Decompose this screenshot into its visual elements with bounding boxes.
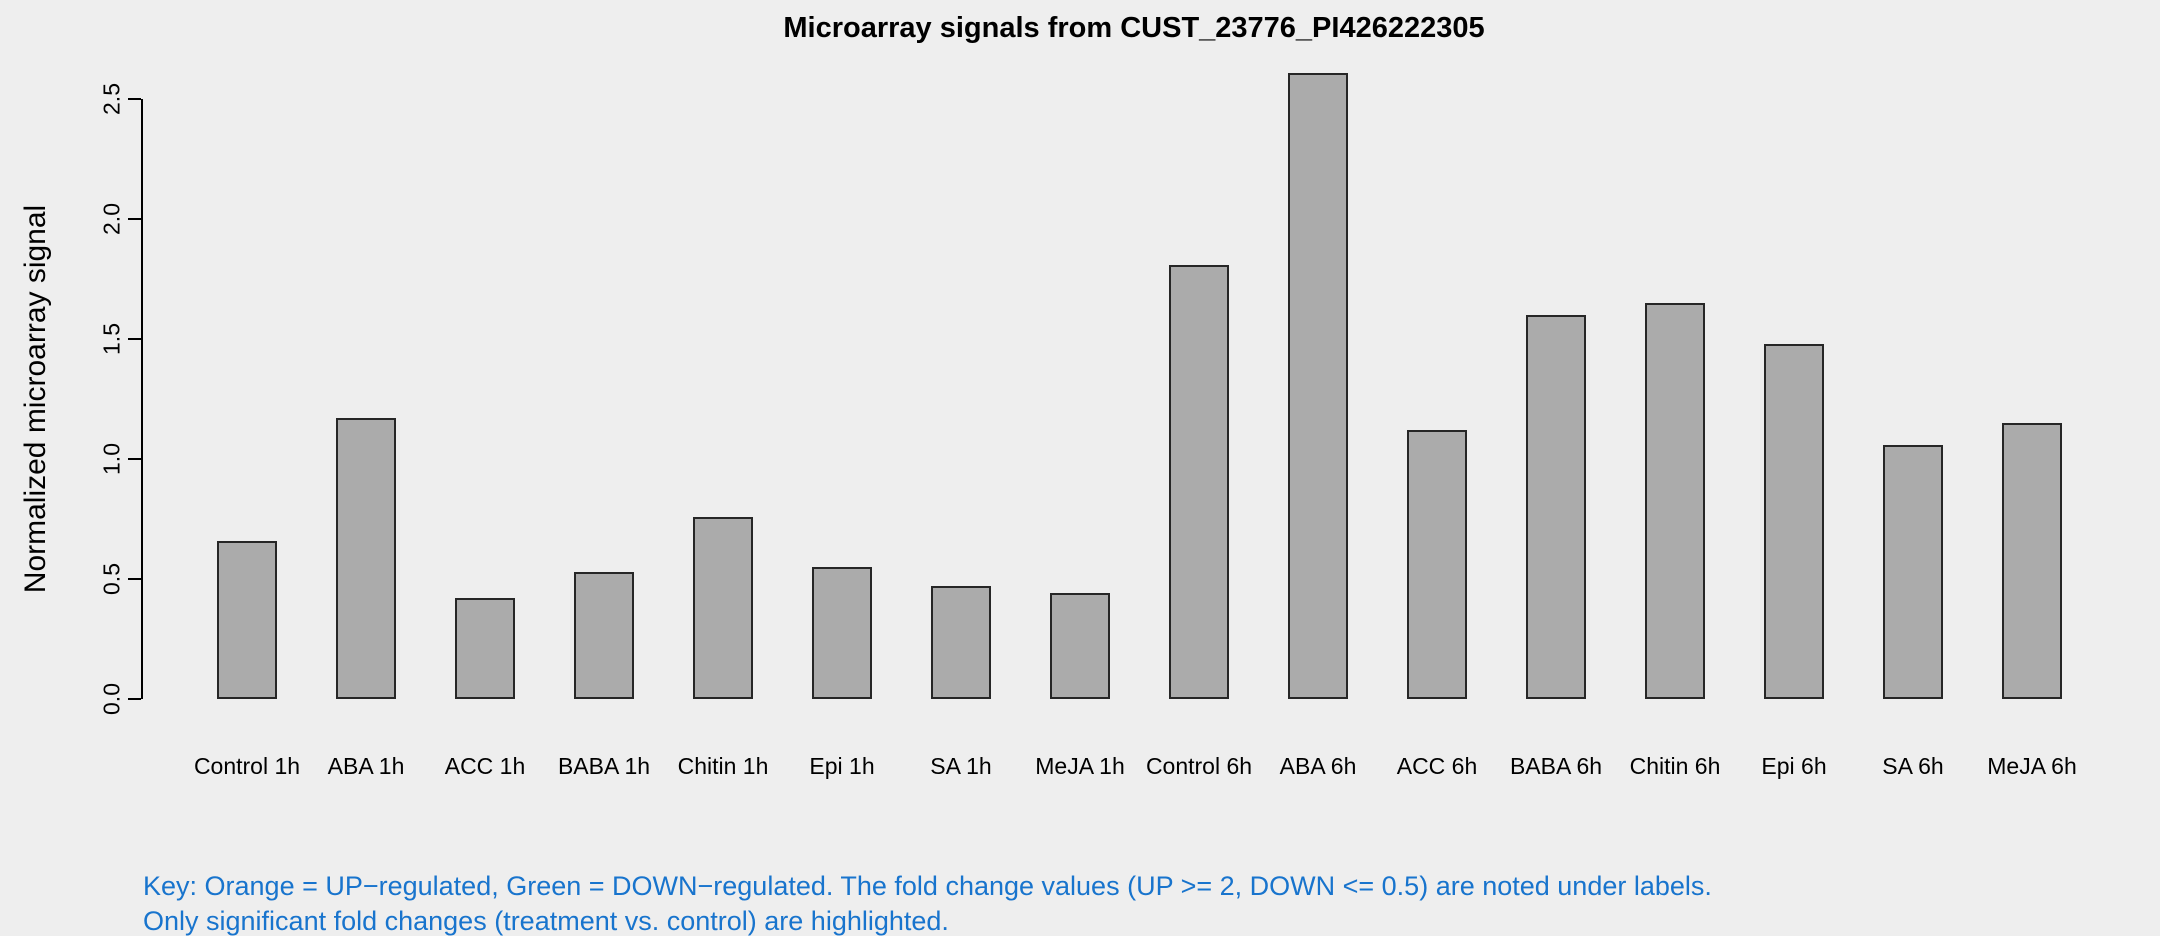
key-note: Key: Orange = UP−regulated, Green = DOWN… bbox=[143, 869, 1712, 936]
bar bbox=[455, 598, 515, 699]
bar bbox=[1050, 593, 1110, 699]
bar bbox=[217, 541, 277, 699]
y-tick bbox=[128, 338, 141, 340]
x-tick-label: SA 1h bbox=[930, 753, 992, 779]
key-note-line-2: Only significant fold changes (treatment… bbox=[143, 906, 949, 936]
x-tick-label: BABA 1h bbox=[557, 753, 651, 779]
x-tick-label: ACC 1h bbox=[444, 753, 526, 779]
x-tick-label: Control 1h bbox=[193, 753, 301, 779]
x-tick-label: MeJA 1h bbox=[1035, 753, 1125, 779]
bar bbox=[1407, 430, 1467, 699]
bar bbox=[1169, 265, 1229, 699]
x-tick-label: Epi 1h bbox=[809, 753, 875, 779]
x-tick-label: SA 6h bbox=[1882, 753, 1944, 779]
bar bbox=[2002, 423, 2062, 699]
x-tick-label: Chitin 6h bbox=[1629, 753, 1721, 779]
x-tick-label: Chitin 1h bbox=[677, 753, 769, 779]
x-tick-label: MeJA 6h bbox=[1987, 753, 2077, 779]
y-tick-label: 2.0 bbox=[98, 203, 125, 235]
bar bbox=[931, 586, 991, 699]
y-tick-label: 1.0 bbox=[98, 443, 125, 475]
x-tick-label: Epi 6h bbox=[1761, 753, 1827, 779]
y-tick-label: 0.0 bbox=[98, 683, 125, 715]
y-tick bbox=[128, 698, 141, 700]
x-tick-label: ACC 6h bbox=[1396, 753, 1478, 779]
y-tick-label: 1.5 bbox=[98, 323, 125, 355]
bar bbox=[693, 517, 753, 699]
x-tick-label: ABA 1h bbox=[327, 753, 405, 779]
bar bbox=[1526, 315, 1586, 699]
bar bbox=[812, 567, 872, 699]
bar bbox=[336, 418, 396, 699]
y-axis-label: Normalized microarray signal bbox=[19, 204, 52, 594]
x-tick-label: Control 6h bbox=[1145, 753, 1253, 779]
chart-title: Microarray signals from CUST_23776_PI426… bbox=[783, 12, 1485, 44]
y-tick bbox=[128, 458, 141, 460]
y-tick-label: 0.5 bbox=[98, 563, 125, 595]
bar bbox=[1288, 73, 1348, 699]
y-axis-line bbox=[141, 99, 143, 699]
bar bbox=[1764, 344, 1824, 699]
x-tick-label: BABA 6h bbox=[1509, 753, 1603, 779]
y-tick-label: 2.5 bbox=[98, 83, 125, 115]
bar bbox=[1883, 445, 1943, 699]
key-note-line-1: Key: Orange = UP−regulated, Green = DOWN… bbox=[143, 871, 1712, 901]
y-tick bbox=[128, 218, 141, 220]
x-tick-label: ABA 6h bbox=[1279, 753, 1357, 779]
bar bbox=[574, 572, 634, 699]
y-tick bbox=[128, 98, 141, 100]
bar bbox=[1645, 303, 1705, 699]
y-tick bbox=[128, 578, 141, 580]
